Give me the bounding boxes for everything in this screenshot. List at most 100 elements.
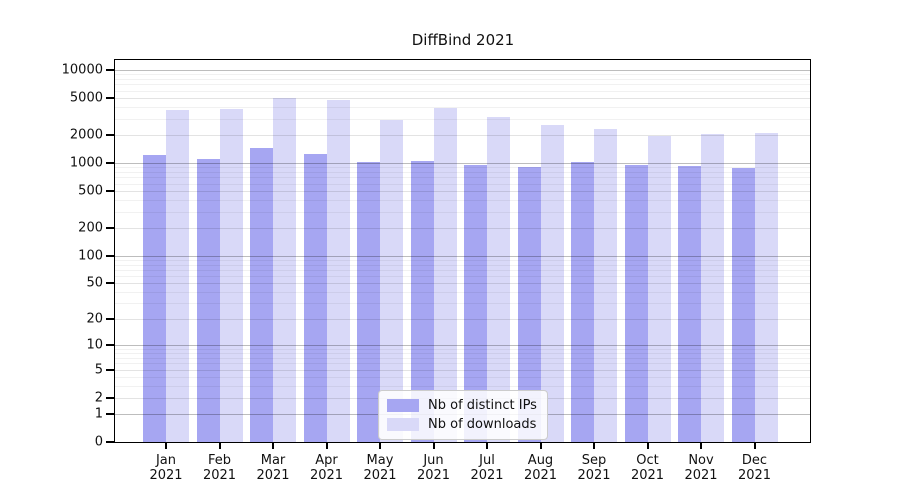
y-tick-500 [106, 189, 114, 192]
gridline-300 [115, 211, 810, 213]
gridline-4000 [115, 107, 810, 108]
y-tick-100 [106, 254, 114, 257]
y-tick-2000 [106, 134, 114, 136]
gridline-9000 [115, 74, 810, 76]
x-tick-feb [218, 442, 221, 449]
y-tick-5 [106, 368, 114, 371]
legend-item-distinct-ips: Nb of distinct IPs [387, 396, 537, 415]
y-tick-20 [106, 318, 114, 320]
y-tick-10 [106, 344, 114, 347]
x-tick-jul [486, 442, 488, 449]
x-tick-nov [700, 442, 702, 449]
x-tick-label-feb: Feb 2021 [202, 453, 237, 484]
y-tick-label-200: 200 [78, 220, 103, 236]
bar-distinct-ips-feb [196, 159, 220, 442]
bar-downloads-jun [433, 108, 457, 442]
x-tick-label-mar: Mar 2021 [256, 453, 290, 484]
bar-distinct-ips-oct [624, 165, 648, 442]
bar-distinct-ips-apr [303, 154, 327, 442]
gridline-8000 [115, 79, 810, 80]
y-tick-label-20: 20 [86, 311, 103, 327]
gridline-700 [115, 177, 810, 179]
y-tick-50 [106, 282, 114, 285]
gridline-10000 [115, 70, 810, 71]
y-tick-label-0: 0 [94, 434, 103, 450]
y-tick-1 [106, 413, 114, 415]
x-tick-label-sep: Sep 2021 [577, 453, 611, 484]
x-tick-label-jul: Jul 2021 [470, 453, 504, 484]
gridline-3 [115, 386, 810, 387]
x-tick-label-nov: Nov 2021 [684, 453, 718, 484]
gridline-50 [115, 283, 810, 285]
gridline-400 [115, 199, 810, 201]
y-tick-0 [106, 441, 114, 443]
gridline-800 [115, 172, 810, 173]
bar-downloads-jul [487, 117, 510, 442]
bar-distinct-ips-sep [571, 161, 594, 442]
y-tick-label-2: 2 [94, 390, 103, 406]
gridline-2000 [115, 135, 810, 136]
x-tick-apr [325, 442, 328, 449]
gridline-9 [115, 349, 810, 350]
bar-distinct-ips-aug [517, 166, 541, 442]
plot-area: 0 1 2 5 10 20 50 100 200 500 1000 2000 5000 10000 Jan … [62, 59, 811, 483]
legend-label-downloads: Nb of downloads [428, 417, 537, 432]
bar-downloads-sep [594, 128, 617, 442]
x-tick-label-dec: Dec 2021 [737, 453, 772, 484]
y-tick-2 [106, 396, 114, 399]
x-tick-label-may: May 2021 [363, 453, 397, 484]
bar-downloads-feb [219, 109, 243, 442]
gridline-80 [115, 264, 810, 266]
y-tick-label-500: 500 [78, 183, 103, 199]
y-tick-label-1000: 1000 [69, 155, 103, 171]
gridline-6 [115, 363, 810, 365]
gridline-4 [115, 377, 810, 378]
bar-downloads-nov [701, 134, 724, 442]
y-tick-1000 [106, 162, 114, 164]
gridline-90 [115, 259, 810, 261]
x-tick-label-jun: Jun 2021 [416, 453, 451, 484]
gridline-1000 [115, 163, 810, 164]
gridline-5000 [115, 98, 810, 99]
bar-distinct-ips-dec [731, 167, 755, 442]
y-tick-label-100: 100 [78, 248, 103, 264]
y-tick-label-10000: 10000 [61, 62, 103, 78]
gridline-20 [115, 319, 810, 320]
y-tick-10000 [106, 69, 114, 71]
bar-downloads-aug [540, 125, 564, 442]
x-tick-mar [272, 442, 274, 449]
x-tick-dec [753, 442, 756, 449]
gridline-3000 [115, 118, 810, 120]
gridline-6000 [115, 90, 810, 92]
x-tick-sep [593, 442, 595, 449]
y-tick-label-10: 10 [86, 337, 103, 353]
x-tick-aug [539, 442, 542, 449]
x-tick-label-oct: Oct 2021 [630, 453, 665, 484]
bar-downloads-jan [166, 110, 189, 442]
y-tick-label-5000: 5000 [69, 90, 103, 106]
y-tick-200 [106, 226, 114, 229]
bar-downloads-dec [754, 133, 778, 442]
x-tick-label-aug: Aug 2021 [523, 453, 558, 484]
bar-downloads-oct [647, 136, 671, 442]
gridline-30 [115, 303, 810, 305]
bar-downloads-apr [326, 100, 350, 442]
gridline-500 [115, 190, 810, 192]
gridline-7 [115, 358, 810, 359]
x-tick-oct [646, 442, 649, 449]
bar-distinct-ips-jan [143, 154, 166, 442]
gridline-60 [115, 276, 810, 277]
bar-downloads-may [380, 120, 403, 442]
gridline-200 [115, 227, 810, 229]
y-tick-label-5: 5 [94, 362, 103, 378]
y-tick-label-50: 50 [86, 275, 103, 291]
legend-item-downloads: Nb of downloads [387, 415, 537, 434]
x-tick-jun [432, 442, 435, 449]
legend-label-distinct-ips: Nb of distinct IPs [428, 398, 537, 413]
chart-title: DiffBind 2021 [411, 31, 515, 49]
legend-swatch-downloads [387, 418, 419, 431]
bar-distinct-ips-jul [464, 165, 487, 442]
y-tick-label-2000: 2000 [69, 127, 103, 143]
y-tick-5000 [106, 97, 114, 99]
